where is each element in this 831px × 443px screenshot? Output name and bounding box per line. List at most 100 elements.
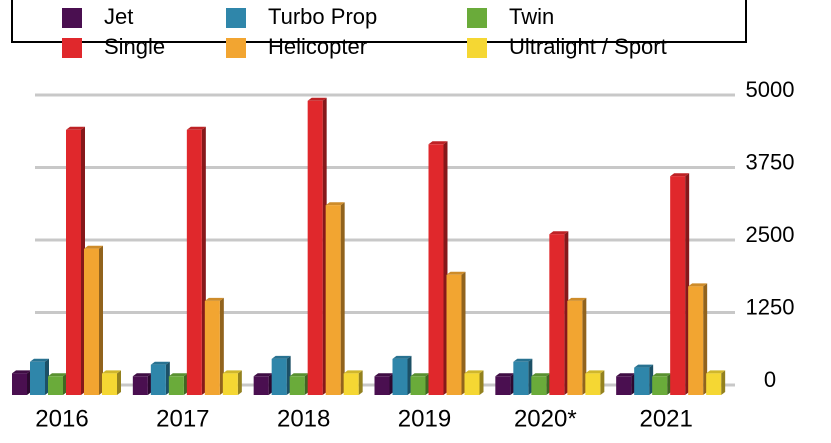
bar-top <box>186 126 206 130</box>
legend-swatch <box>226 8 246 28</box>
bar-side <box>582 297 587 395</box>
bar <box>428 144 444 395</box>
bar <box>271 358 287 395</box>
bar-top <box>253 373 273 377</box>
bar-top <box>616 373 636 377</box>
y-tick-label: 0 <box>764 367 776 392</box>
bar <box>670 176 686 395</box>
bar <box>531 376 547 395</box>
bar-side <box>461 271 466 395</box>
bar-top <box>204 297 224 301</box>
bar-top <box>495 373 515 377</box>
bar <box>84 248 99 395</box>
legend-swatch <box>467 8 487 28</box>
y-tick-label: 5000 <box>746 77 795 102</box>
bar <box>549 234 565 395</box>
bar-top <box>289 373 309 377</box>
bar-top <box>374 373 394 377</box>
bar-top <box>48 373 67 377</box>
bar-side <box>340 202 345 395</box>
bar <box>495 376 511 395</box>
bar-top <box>12 370 31 374</box>
x-tick-label: 2021 <box>639 405 692 432</box>
bar-side <box>219 297 224 395</box>
bar <box>186 129 202 396</box>
bar-top <box>706 370 726 374</box>
bar <box>513 361 529 395</box>
bar-top <box>410 373 430 377</box>
legend-label: Jet <box>104 4 133 29</box>
bar <box>446 274 462 395</box>
bar <box>410 376 426 395</box>
bar-top <box>531 373 551 377</box>
bar-top <box>222 370 242 374</box>
bar-side <box>600 370 605 395</box>
bar <box>585 373 601 395</box>
bar-top <box>132 373 152 377</box>
legend-swatch <box>62 38 82 58</box>
bar <box>634 367 650 395</box>
bar <box>392 358 408 395</box>
legend-label: Twin <box>509 4 554 29</box>
bar-top <box>688 283 708 287</box>
bar-top <box>102 370 121 374</box>
bar <box>48 376 63 395</box>
bar <box>307 100 323 396</box>
bar-side <box>479 370 484 395</box>
bar-top <box>446 271 466 275</box>
legend-swatch <box>467 38 487 58</box>
bar-top <box>66 126 85 130</box>
legend-box <box>11 0 747 43</box>
bar-top <box>325 202 345 206</box>
bar-top <box>549 231 569 235</box>
bar <box>652 376 668 395</box>
bar-top <box>634 364 654 368</box>
bar <box>464 373 480 395</box>
bar <box>567 300 583 395</box>
bar-top <box>343 370 363 374</box>
bar <box>12 373 27 395</box>
x-tick-label: 2017 <box>156 405 209 432</box>
bar <box>688 286 704 395</box>
bar-top <box>168 373 188 377</box>
bar-side <box>703 283 708 395</box>
bar-top <box>30 358 49 362</box>
bar <box>343 373 359 395</box>
x-tick-label: 2020* <box>514 405 577 432</box>
bar <box>66 129 81 396</box>
bar <box>325 205 341 395</box>
bar <box>706 373 722 395</box>
y-tick-label: 2500 <box>746 222 795 247</box>
bar <box>374 376 390 395</box>
bar <box>168 376 184 395</box>
legend-swatch <box>226 38 246 58</box>
legend-label: Ultralight / Sport <box>509 34 667 59</box>
bar-top <box>652 373 672 377</box>
bar-top <box>464 370 484 374</box>
bar-top <box>428 141 448 145</box>
x-tick-label: 2019 <box>398 405 451 432</box>
bar <box>132 376 148 395</box>
bar-top <box>513 358 533 362</box>
legend-swatch <box>62 8 82 28</box>
bar <box>102 373 117 395</box>
bar <box>616 376 632 395</box>
bar-top <box>392 355 412 359</box>
bar <box>289 376 305 395</box>
bar-top <box>84 245 103 249</box>
bar-top <box>271 355 291 359</box>
bar <box>253 376 269 395</box>
bar-top <box>585 370 605 374</box>
bar-side <box>99 245 103 395</box>
bar <box>30 361 45 395</box>
bar-side <box>237 370 242 395</box>
bar <box>222 373 238 395</box>
bar-top <box>567 297 587 301</box>
legend-label: Turbo Prop <box>268 4 377 29</box>
bar-side <box>117 370 121 395</box>
x-tick-label: 2016 <box>35 405 88 432</box>
legend-label: Helicopter <box>268 34 367 59</box>
bar-side <box>358 370 363 395</box>
legend-label: Single <box>104 34 165 59</box>
